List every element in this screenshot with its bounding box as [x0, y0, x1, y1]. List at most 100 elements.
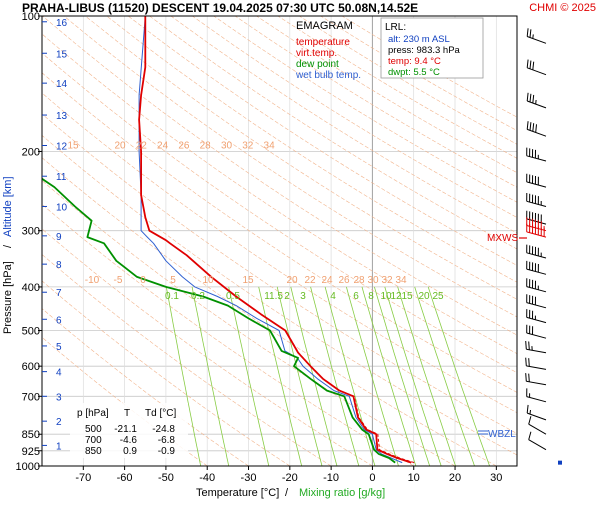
- table-header-dewpoint: Td [°C]: [145, 408, 176, 419]
- lrl-temperature: temp: 9.4 °C: [388, 56, 441, 67]
- altitude-tick-label: 12: [56, 142, 68, 153]
- chart-title: EMAGRAM: [296, 20, 353, 32]
- pressure-tick-label: 300: [22, 226, 40, 238]
- dry-adiabat-label: 26: [178, 140, 190, 151]
- lrl-title: LRL:: [385, 22, 406, 33]
- temperature-tick-label: 30: [490, 472, 502, 484]
- dry-adiabat-label: 24: [157, 140, 169, 151]
- wbzl-label: WBZL: [488, 429, 516, 440]
- table-row-500-temp: -21.1: [114, 424, 137, 435]
- altitude-tick-label: 2: [56, 417, 62, 428]
- temperature-tick-label: -40: [199, 472, 215, 484]
- mixing-ratio-label: 1.5: [269, 291, 283, 302]
- temperature-tick-label: -50: [158, 472, 174, 484]
- dry-adiabat-label: 34: [395, 275, 407, 286]
- dry-adiabat-label: -10: [85, 275, 100, 286]
- altitude-tick-label: 11: [56, 172, 67, 183]
- credit-label: CHMI © 2025: [529, 2, 596, 14]
- pressure-tick-label: 925: [22, 446, 40, 458]
- dry-adiabat-label: 20: [114, 140, 126, 151]
- temperature-tick-label: -70: [75, 472, 91, 484]
- altitude-tick-label: 6: [56, 315, 62, 326]
- altitude-tick-label: 16: [56, 18, 68, 29]
- table-row-700-temp: -4.6: [120, 435, 138, 446]
- table-row-850-dewpoint: -0.9: [158, 446, 176, 457]
- temperature-tick-label: -60: [117, 472, 133, 484]
- pressure-tick-label: 850: [22, 429, 40, 441]
- legend-entry-dew-point: dew point: [296, 59, 339, 70]
- chart-header-title: PRAHA-LIBUS (11520) DESCENT 19.04.2025 0…: [22, 1, 418, 15]
- dry-adiabat-label: 10: [202, 275, 214, 286]
- dry-adiabat-label: 22: [136, 140, 148, 151]
- temperature-tick-label: 10: [408, 472, 420, 484]
- altitude-tick-label: 1: [56, 441, 62, 452]
- mixing-ratio-label: 4: [330, 291, 336, 302]
- y-axis-title-altitude: Altitude [km]: [2, 176, 14, 237]
- pressure-tick-label: 400: [22, 282, 40, 294]
- lrl-altitude: alt: 230 m ASL: [388, 34, 450, 45]
- pressure-tick-label: 200: [22, 147, 40, 159]
- x-axis-title-mixing: Mixing ratio [g/kg]: [299, 487, 385, 499]
- mixing-ratio-label: 15: [401, 291, 413, 302]
- dry-adiabat-label: 32: [381, 275, 393, 286]
- altitude-tick-label: 4: [56, 368, 62, 379]
- temperature-tick-label: -20: [282, 472, 298, 484]
- mixing-ratio-label: 0.2: [191, 291, 205, 302]
- mixing-ratio-label: 12: [390, 291, 402, 302]
- dry-adiabat-label: 30: [221, 140, 233, 151]
- legend-entry-wet-bulb: wet bulb temp.: [295, 70, 361, 81]
- dry-adiabat-label: 20: [286, 275, 298, 286]
- mixing-ratio-label: 8: [368, 291, 374, 302]
- altitude-tick-label: 9: [56, 232, 62, 243]
- dry-adiabat-label: 26: [338, 275, 350, 286]
- altitude-tick-label: 5: [56, 342, 62, 353]
- dry-adiabat-label: 0: [140, 275, 146, 286]
- dry-adiabat-label: 30: [367, 275, 379, 286]
- dry-adiabat-label: 28: [353, 275, 365, 286]
- altitude-tick-label: 7: [56, 288, 62, 299]
- pressure-tick-label: 700: [22, 391, 40, 403]
- y-axis-title: Pressure [hPa]: [2, 261, 14, 334]
- temperature-tick-label: 0: [369, 472, 375, 484]
- dry-adiabat-label: 22: [304, 275, 316, 286]
- mixing-ratio-label: 3: [300, 291, 306, 302]
- pressure-tick-label: 500: [22, 326, 40, 338]
- mixing-ratio-label: 0.5: [226, 291, 240, 302]
- temperature-tick-label: -10: [323, 472, 339, 484]
- pressure-tick-label: 1000: [16, 461, 40, 473]
- table-row-500-dewpoint: -24.8: [152, 424, 175, 435]
- dry-adiabat-label: 15: [67, 140, 79, 151]
- x-axis-title: Temperature [°C]: [196, 487, 279, 499]
- lrl-info-box: LRL: alt: 230 m ASL press: 983.3 hPa tem…: [381, 18, 483, 78]
- mixing-ratio-label: 20: [418, 291, 430, 302]
- table-header-temp: T: [124, 408, 130, 419]
- mixing-ratio-label: 25: [432, 291, 444, 302]
- surface-wind-marker: [558, 461, 562, 465]
- lrl-dewpoint: dwpt: 5.5 °C: [388, 67, 440, 78]
- temperature-tick-label: 20: [449, 472, 461, 484]
- dry-adiabat-label: 5: [170, 275, 176, 286]
- dry-adiabat-label: 34: [264, 140, 276, 151]
- mixing-ratio-label: 0.1: [165, 291, 179, 302]
- dry-adiabat-label: 24: [321, 275, 333, 286]
- table-row-850-pressure: 850: [85, 446, 102, 457]
- legend-entry-temperature: temperature: [296, 37, 350, 48]
- table-row-700-dewpoint: -6.8: [158, 435, 176, 446]
- dry-adiabat-label: 15: [242, 275, 254, 286]
- altitude-tick-label: 10: [56, 203, 68, 214]
- dry-adiabat-label: -5: [114, 275, 123, 286]
- altitude-tick-label: 13: [56, 111, 68, 122]
- table-row-700-pressure: 700: [85, 435, 102, 446]
- table-header-pressure: p [hPa]: [77, 408, 109, 419]
- mxws-label: MXWS: [487, 233, 518, 244]
- dry-adiabat-label: 28: [200, 140, 212, 151]
- dry-adiabat-label: 32: [242, 140, 254, 151]
- altitude-tick-label: 14: [56, 79, 68, 90]
- altitude-tick-label: 8: [56, 260, 62, 271]
- lrl-pressure: press: 983.3 hPa: [388, 45, 461, 56]
- table-row-500-pressure: 500: [85, 424, 102, 435]
- levels-table: p [hPa] T Td [°C] 500 -21.1 -24.8 700 -4…: [70, 403, 188, 458]
- temperature-tick-label: -30: [241, 472, 257, 484]
